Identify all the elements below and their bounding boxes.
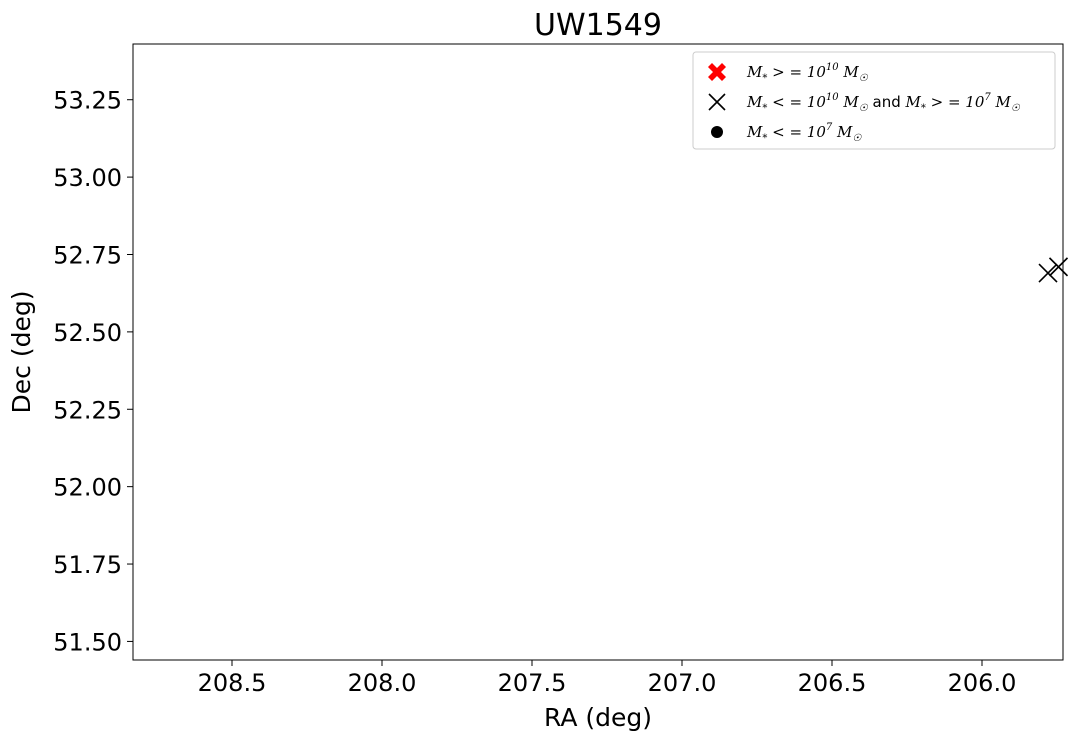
- x-tick-label: 206.0: [948, 669, 1017, 697]
- legend: M* > = 1010 M☉ M* < = 1010 M☉ and M* > =…: [692, 51, 1056, 150]
- y-tick-label: 52.75: [53, 241, 122, 269]
- data-point-x-marker: [1048, 257, 1069, 277]
- legend-label-low-mass: M* < = 107 M☉: [746, 122, 862, 144]
- legend-label-high-mass: M* > = 1010 M☉: [746, 62, 869, 84]
- y-tick-label: 52.25: [53, 396, 122, 424]
- black-dot-marker-icon: [711, 126, 723, 138]
- legend-entry-low-mass: M* < = 107 M☉: [711, 122, 862, 144]
- x-tick-label: 208.5: [198, 669, 267, 697]
- chart-title: UW1549: [534, 8, 662, 43]
- y-tick-label: 51.75: [53, 551, 122, 579]
- x-tick-label: 208.0: [348, 669, 417, 697]
- plot-frame: [132, 43, 1064, 661]
- red-filled-x-marker-icon: [708, 63, 726, 81]
- y-tick-label: 52.00: [53, 474, 122, 502]
- plot-area: [1038, 257, 1069, 283]
- x-tick-label: 207.5: [498, 669, 567, 697]
- y-tick-label: 53.00: [53, 164, 122, 192]
- x-axis-label: RA (deg): [544, 703, 652, 732]
- legend-box: [692, 51, 1056, 150]
- y-tick-label: 53.25: [53, 87, 122, 115]
- x-axis: 208.5 208.0 207.5 207.0 206.5 206.0: [198, 660, 1017, 697]
- y-tick-label: 52.50: [53, 319, 122, 347]
- data-point-x-marker: [1038, 263, 1058, 283]
- y-axis-label: Dec (deg): [7, 291, 36, 414]
- legend-entry-high-mass: M* > = 1010 M☉: [708, 62, 869, 84]
- x-tick-label: 206.5: [798, 669, 867, 697]
- x-tick-label: 207.0: [648, 669, 717, 697]
- y-axis: 51.50 51.75 52.00 52.25 52.50 52.75 53.00 53.25: [53, 87, 133, 656]
- legend-entry-mid-mass: M* < = 1010 M☉ and M* > = 107 M☉: [708, 92, 1021, 114]
- y-tick-label: 51.50: [53, 628, 122, 656]
- legend-label-mid-mass: M* < = 1010 M☉ and M* > = 107 M☉: [746, 92, 1021, 114]
- black-x-marker-icon: [708, 93, 726, 111]
